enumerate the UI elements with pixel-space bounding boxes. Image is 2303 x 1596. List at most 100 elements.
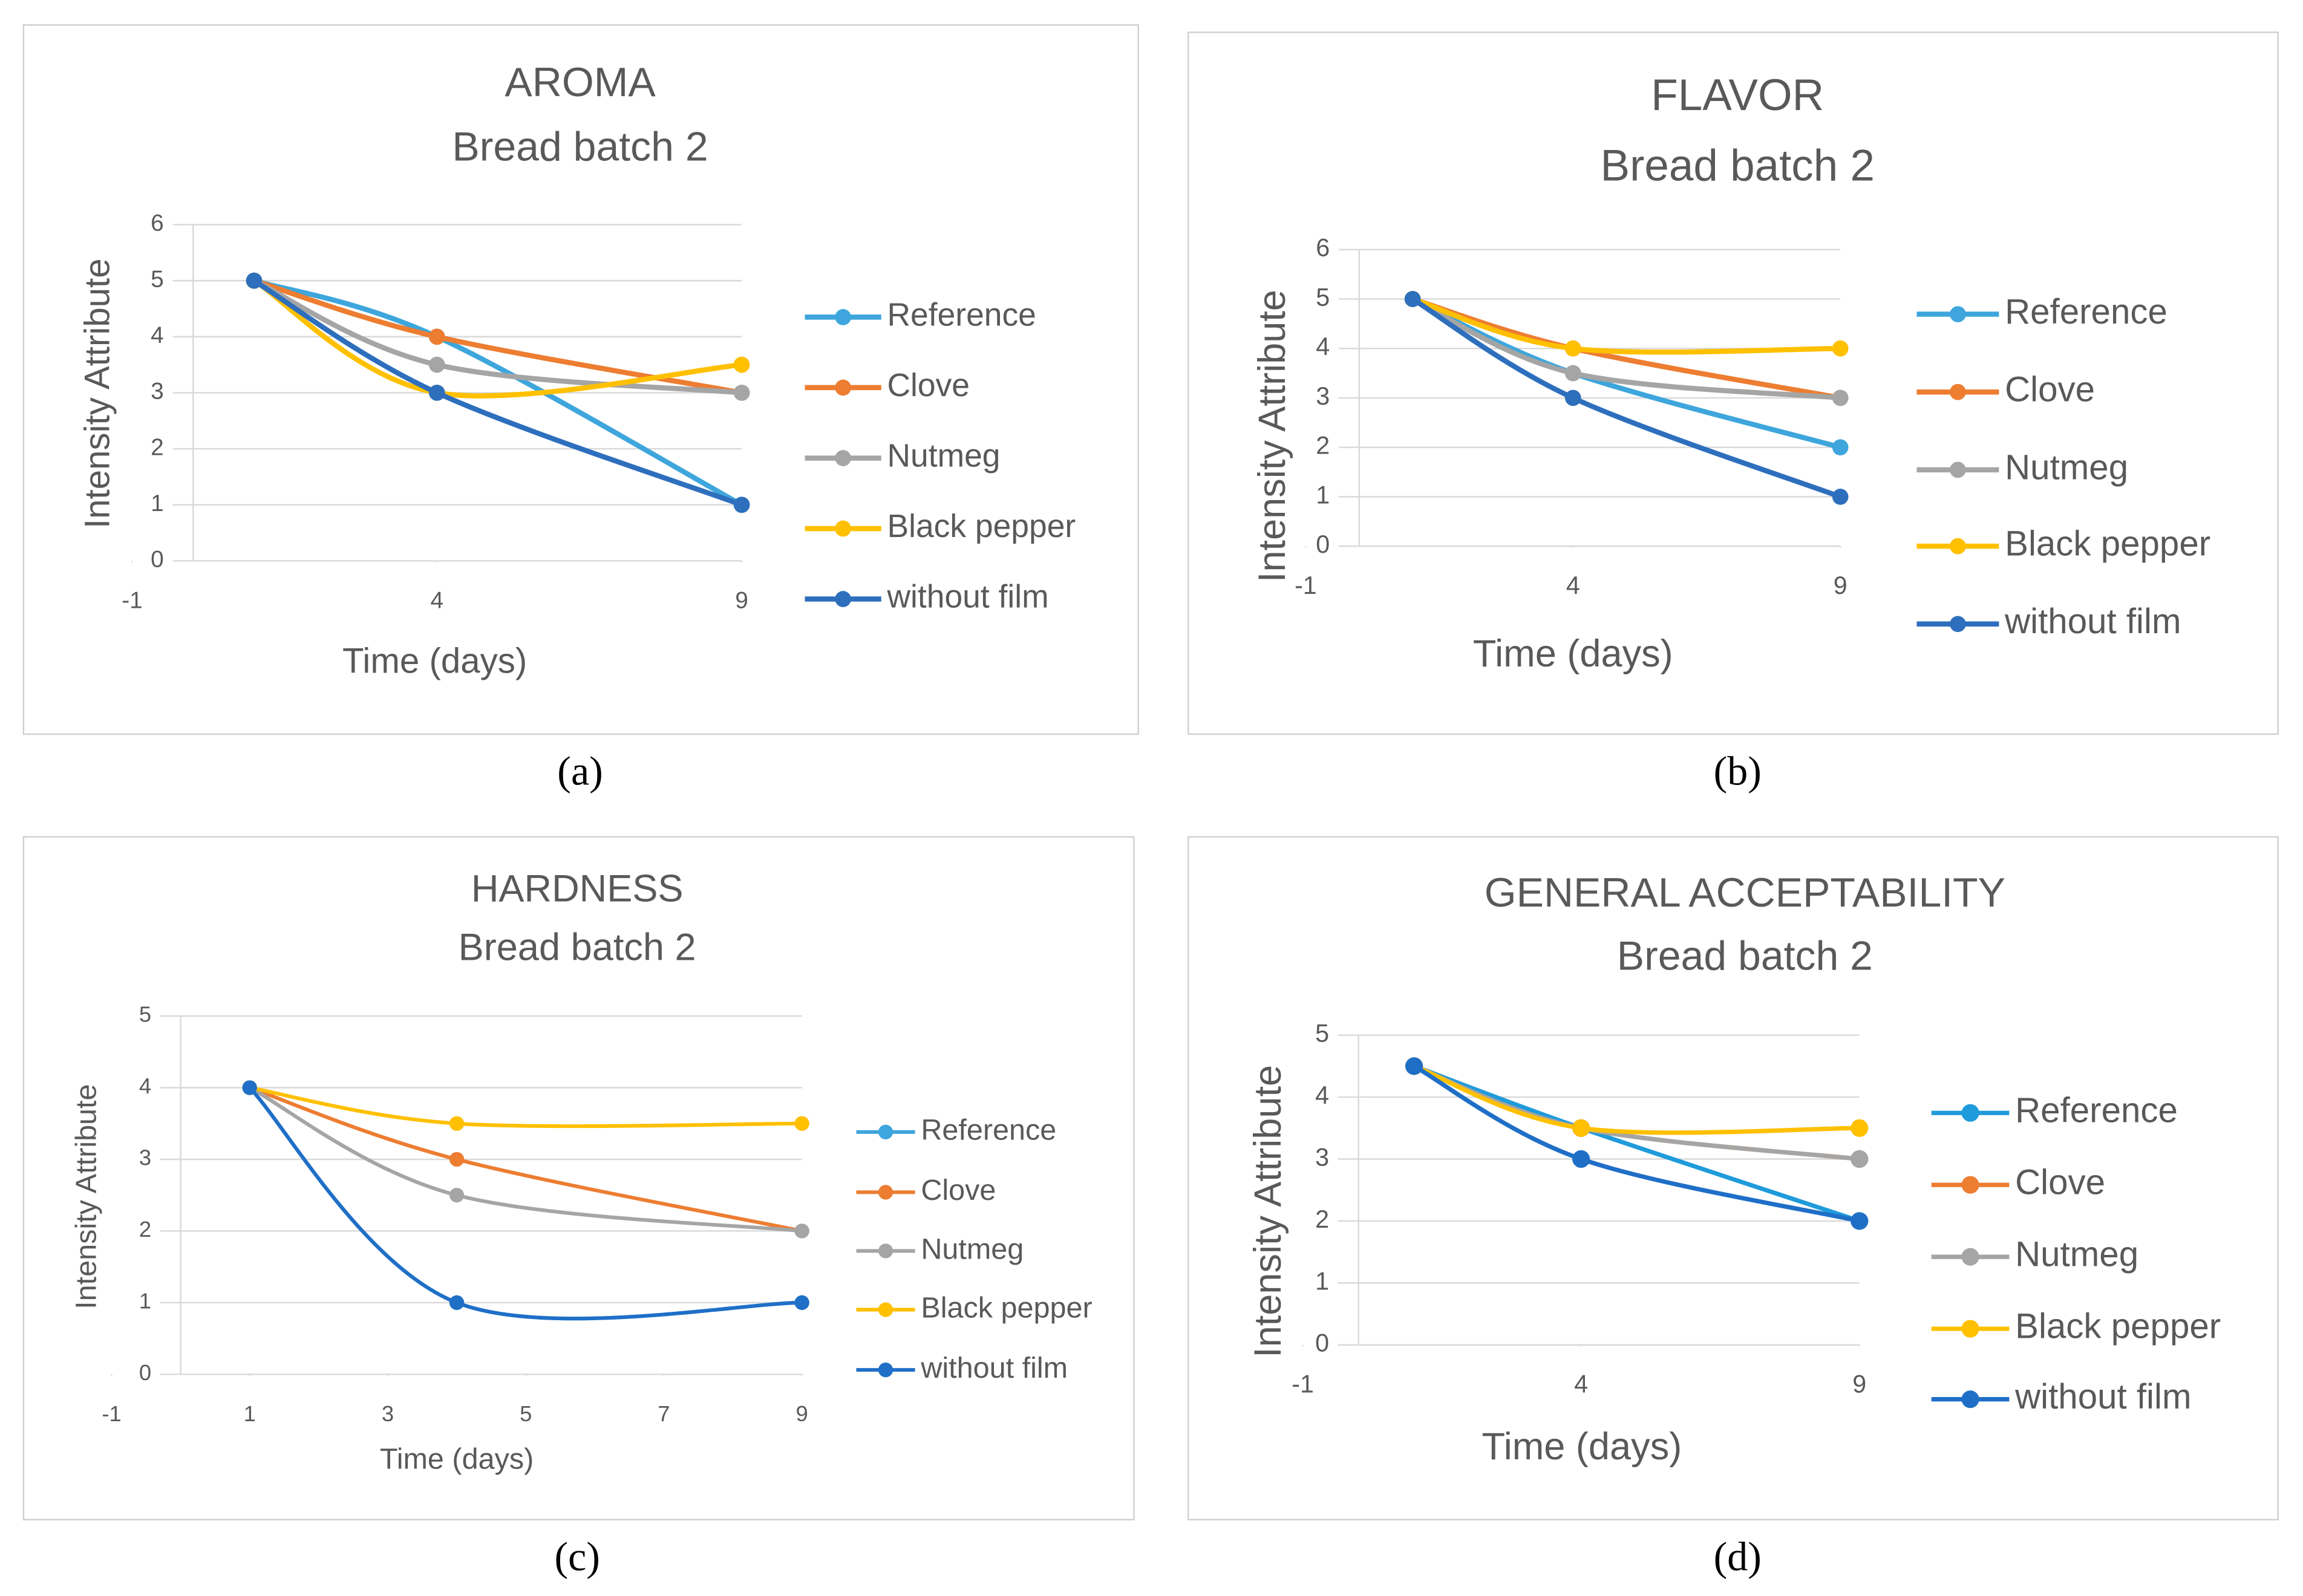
y-tick-label: 3 (151, 379, 164, 405)
y-axis-label: Intensity Attribute (77, 258, 117, 529)
data-point (1572, 1119, 1590, 1137)
data-point (1572, 1150, 1590, 1168)
series-line (1411, 296, 1841, 355)
data-point (794, 1295, 809, 1311)
legend-label: Black pepper (921, 1291, 1092, 1324)
x-tick-label: 9 (1834, 572, 1847, 599)
chart-title: AROMA (505, 59, 656, 105)
y-tick-label: 3 (139, 1145, 151, 1170)
data-point (246, 272, 263, 289)
panel-label: (b) (1714, 748, 1762, 793)
legend-marker (1950, 383, 1966, 400)
legend-label: Black pepper (2015, 1307, 2221, 1346)
legend-label: Clove (2005, 370, 2095, 409)
y-tick-label: 2 (151, 434, 164, 460)
legend-marker (1961, 1248, 1979, 1266)
data-point (428, 356, 445, 373)
series-line (1413, 1064, 1860, 1135)
legend-marker (878, 1124, 893, 1139)
data-point (449, 1151, 465, 1167)
legend-label: Nutmeg (2005, 448, 2128, 487)
legend-label: Nutmeg (887, 438, 1000, 474)
series-line (253, 278, 743, 507)
chart-title: HARDNESS (471, 867, 684, 910)
y-tick-label: 4 (139, 1073, 151, 1098)
data-point (1851, 1212, 1869, 1230)
data-point (1564, 340, 1581, 357)
legend-label: without film (2004, 602, 2181, 641)
legend-marker (878, 1362, 893, 1378)
y-tick-label: 4 (1315, 1081, 1329, 1109)
x-tick-label: 9 (735, 588, 748, 614)
data-point (1832, 340, 1849, 357)
legend-marker (1961, 1104, 1979, 1122)
y-tick-label: 5 (1316, 283, 1330, 311)
data-point (242, 1080, 257, 1095)
series-line (1413, 1064, 1860, 1223)
series-line (252, 278, 743, 507)
series-line (249, 1086, 803, 1233)
legend-marker (1950, 461, 1966, 478)
legend-marker (1961, 1320, 1979, 1338)
x-axis-label: Time (days) (342, 642, 527, 681)
data-point (428, 385, 445, 401)
legend-marker (878, 1243, 893, 1259)
chart: GENERAL ACCEPTABILITY Bread batch 2 0 1 2 3 4 5… (1187, 836, 2279, 1520)
legend-label: Clove (887, 368, 970, 403)
panel-label: (a) (557, 748, 603, 793)
legend-label: Nutmeg (921, 1233, 1024, 1265)
data-point (1851, 1150, 1869, 1168)
x-tick-label: -1 (102, 1401, 121, 1426)
data-point (449, 1116, 465, 1131)
legend-marker (878, 1185, 893, 1200)
data-point (733, 497, 750, 513)
y-tick-label: 0 (1316, 530, 1330, 558)
y-tick-label: 5 (1315, 1019, 1329, 1047)
y-tick-label: 1 (139, 1289, 151, 1314)
y-tick-label: 3 (1316, 382, 1330, 410)
chart-frame (22, 836, 1135, 1520)
series-line (1411, 296, 1841, 500)
x-tick-label: -1 (1292, 1370, 1314, 1398)
x-tick-label: 9 (796, 1401, 808, 1426)
legend-marker (1950, 538, 1966, 555)
legend-label: Clove (921, 1174, 996, 1207)
legend-marker (835, 591, 851, 607)
legend-label: Reference (887, 298, 1036, 333)
x-tick-label: -1 (122, 588, 143, 614)
legend-label: without film (920, 1352, 1068, 1384)
legend-label: Nutmeg (2015, 1235, 2138, 1274)
y-tick-label: 1 (151, 490, 164, 516)
data-point (1564, 389, 1581, 406)
chart-subtitle: Bread batch 2 (1600, 141, 1874, 190)
y-tick-label: 4 (151, 322, 164, 348)
y-tick-label: 5 (139, 1002, 151, 1027)
y-tick-label: 6 (1316, 234, 1330, 262)
chart-frame (1187, 31, 2279, 735)
chart-title: GENERAL ACCEPTABILITY (1485, 870, 2005, 916)
x-tick-label: 3 (382, 1401, 394, 1426)
x-axis-label: Time (days) (1473, 633, 1673, 675)
x-tick-label: 9 (1852, 1370, 1866, 1398)
y-axis-label: Intensity Attribute (70, 1084, 103, 1309)
data-point (1832, 489, 1849, 505)
legend-marker (1961, 1176, 1979, 1194)
chart-subtitle: Bread batch 2 (452, 124, 708, 170)
y-tick-label: 6 (151, 210, 164, 236)
y-tick-label: 2 (1316, 432, 1330, 460)
legend-label: Reference (2015, 1091, 2178, 1130)
panel-label: (c) (554, 1533, 599, 1579)
series-line (253, 278, 742, 396)
y-tick-label: 0 (1315, 1329, 1329, 1357)
legend-marker (1950, 306, 1966, 322)
data-point (1404, 291, 1421, 307)
data-point (1851, 1119, 1869, 1137)
data-point (1405, 1057, 1423, 1075)
legend-marker (835, 450, 851, 466)
legend-label: without film (886, 579, 1048, 615)
legend-marker (835, 379, 851, 396)
chart-subtitle: Bread batch 2 (459, 926, 696, 968)
legend-label: Reference (921, 1114, 1056, 1147)
y-tick-label: 3 (1315, 1143, 1329, 1171)
